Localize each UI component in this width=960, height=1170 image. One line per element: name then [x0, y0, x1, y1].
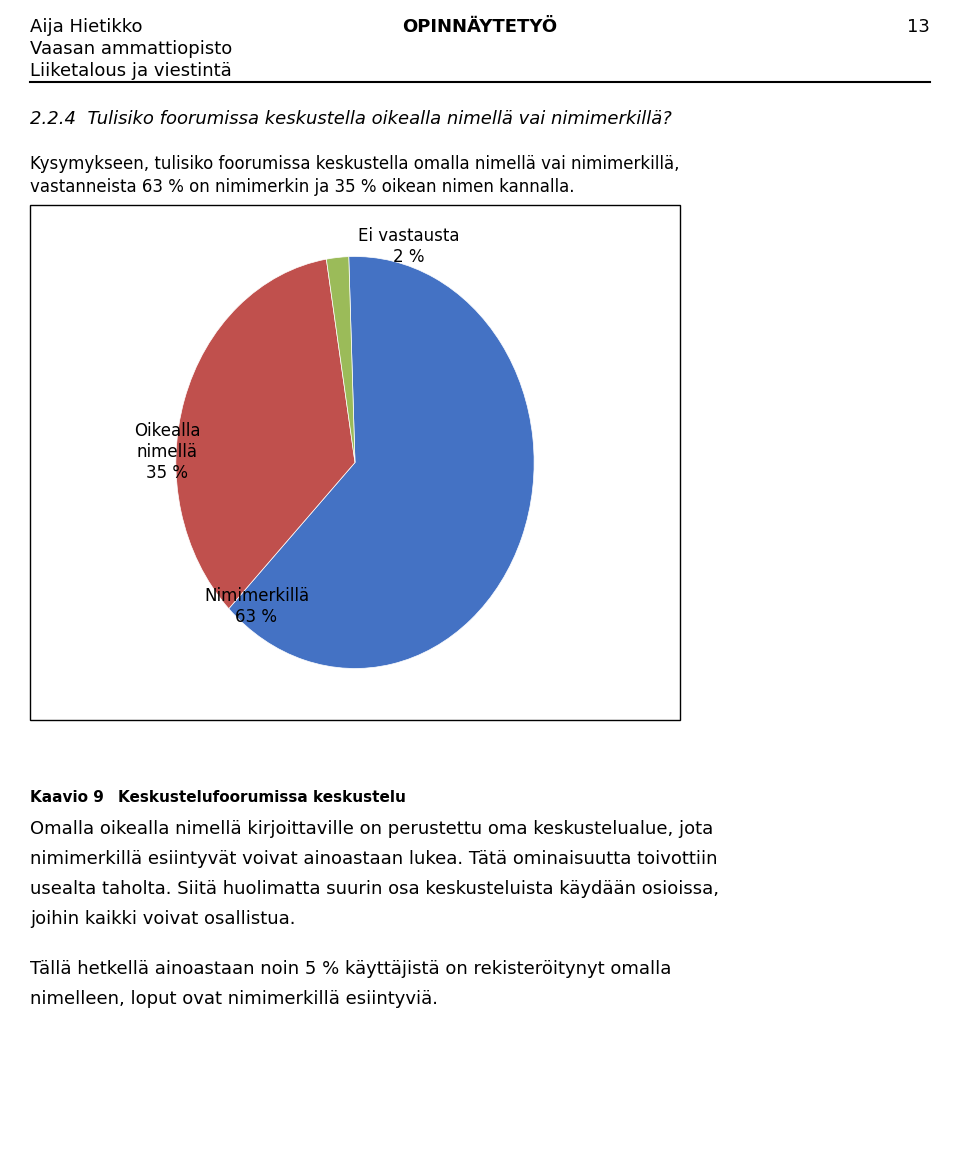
Text: Tällä hetkellä ainoastaan noin 5 % käyttäjistä on rekisteröitynyt omalla: Tällä hetkellä ainoastaan noin 5 % käytt…: [30, 961, 671, 978]
Text: Kaavio 9: Kaavio 9: [30, 790, 104, 805]
Text: Kysymykseen, tulisiko foorumissa keskustella omalla nimellä vai nimimerkillä,: Kysymykseen, tulisiko foorumissa keskust…: [30, 154, 680, 173]
Text: Vaasan ammattiopisto: Vaasan ammattiopisto: [30, 40, 232, 58]
Text: Omalla oikealla nimellä kirjoittaville on perustettu oma keskustelualue, jota: Omalla oikealla nimellä kirjoittaville o…: [30, 820, 713, 838]
Text: Liiketalous ja viestintä: Liiketalous ja viestintä: [30, 62, 231, 80]
Wedge shape: [228, 256, 534, 668]
Text: Ei vastausta
2 %: Ei vastausta 2 %: [358, 227, 460, 266]
Text: nimimerkillä esiintyvät voivat ainoastaan lukea. Tätä ominaisuutta toivottiin: nimimerkillä esiintyvät voivat ainoastaa…: [30, 849, 717, 868]
Text: joihin kaikki voivat osallistua.: joihin kaikki voivat osallistua.: [30, 910, 296, 928]
Text: Nimimerkillä
63 %: Nimimerkillä 63 %: [204, 587, 309, 626]
Text: Aija Hietikko: Aija Hietikko: [30, 18, 142, 36]
Wedge shape: [176, 259, 355, 608]
Bar: [30, 205, 680, 720]
Text: Oikealla
nimellä
35 %: Oikealla nimellä 35 %: [133, 422, 201, 482]
Text: usealta taholta. Siitä huolimatta suurin osa keskusteluista käydään osioissa,: usealta taholta. Siitä huolimatta suurin…: [30, 880, 719, 899]
Text: nimelleen, loput ovat nimimerkillä esiintyviä.: nimelleen, loput ovat nimimerkillä esiin…: [30, 990, 438, 1009]
Text: OPINNÄYTETYÖ: OPINNÄYTETYÖ: [402, 18, 558, 36]
Text: 2.2.4  Tulisiko foorumissa keskustella oikealla nimellä vai nimimerkillä?: 2.2.4 Tulisiko foorumissa keskustella oi…: [30, 110, 672, 128]
Text: vastanneista 63 % on nimimerkin ja 35 % oikean nimen kannalla.: vastanneista 63 % on nimimerkin ja 35 % …: [30, 178, 574, 197]
Text: 13: 13: [907, 18, 930, 36]
Wedge shape: [326, 256, 355, 462]
Text: Keskustelufoorumissa keskustelu: Keskustelufoorumissa keskustelu: [118, 790, 406, 805]
